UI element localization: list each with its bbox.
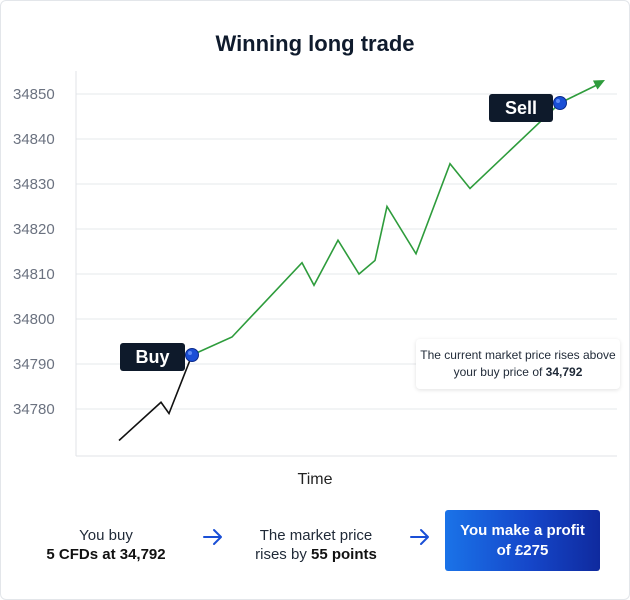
price-rise-line xyxy=(191,102,561,356)
arrow-right-icon xyxy=(203,529,222,545)
y-tick-label: 34790 xyxy=(13,356,55,373)
profit-line2: of £275 xyxy=(496,541,549,559)
step-buy-line2: 5 CFDs at 34,792 xyxy=(46,546,166,563)
y-tick-label: 34850 xyxy=(13,86,55,103)
price-note: The current market price rises above you… xyxy=(416,339,620,389)
summary-step-rise: The market price rises by 55 points xyxy=(241,514,391,576)
profit-line1: You make a profit xyxy=(460,521,585,539)
y-tick-label: 34840 xyxy=(13,131,55,148)
grid-layer xyxy=(75,71,617,457)
x-axis-label: Time xyxy=(297,471,333,488)
buy-marker xyxy=(185,348,199,362)
marker-layer xyxy=(185,96,567,362)
summary-strip: You buy 5 CFDs at 34,792 The market pric… xyxy=(1,506,629,576)
y-tick-label: 34780 xyxy=(13,401,55,418)
y-tick-labels: 34780 34790 34800 34810 34820 34830 34840 34850 xyxy=(13,86,55,418)
y-tick-label: 34810 xyxy=(13,266,55,283)
y-tick-label: 34820 xyxy=(13,221,55,238)
sell-marker-highlight xyxy=(556,99,560,103)
step-buy-line1: You buy xyxy=(79,527,133,544)
trend-arrow-line xyxy=(559,82,602,104)
y-tick-label: 34800 xyxy=(13,311,55,328)
pre-buy-price-line xyxy=(118,354,193,442)
series-layer xyxy=(118,80,605,442)
arrow-right-icon xyxy=(410,529,429,545)
summary-step-buy: You buy 5 CFDs at 34,792 xyxy=(31,514,181,576)
price-note-text: The current market price rises above you… xyxy=(420,348,616,379)
y-tick-label: 34830 xyxy=(13,176,55,193)
chart-title: Winning long trade xyxy=(215,31,415,56)
buy-marker-highlight xyxy=(188,351,192,355)
trend-arrowhead-icon xyxy=(592,80,605,90)
step-rise-line2: rises by 55 points xyxy=(255,546,377,563)
chart-plot: 34780 34790 34800 34810 34820 34830 34840 34850 xyxy=(13,71,617,457)
sell-marker xyxy=(553,96,567,110)
price-note-value: 34,792 xyxy=(545,365,583,379)
step-rise-line1: The market price xyxy=(259,527,373,544)
buy-label: Buy xyxy=(120,343,185,371)
sell-label: Sell xyxy=(489,94,553,122)
profit-result-box: You make a profit of £275 xyxy=(445,510,600,571)
